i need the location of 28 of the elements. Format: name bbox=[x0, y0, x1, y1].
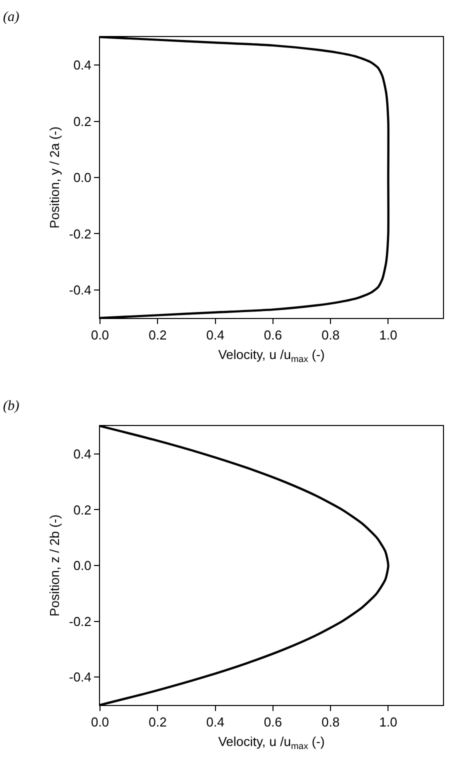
x-axis-title: Velocity, u /u$_{max}$ (-) bbox=[218, 347, 325, 364]
x-tick-label: 0.8 bbox=[322, 714, 340, 730]
x-tick-label: 1.0 bbox=[379, 714, 398, 730]
x-tick-label: 0.6 bbox=[264, 714, 282, 730]
x-tick-label: 0.6 bbox=[264, 328, 282, 343]
x-axis-title: Velocity, u /u$_{max}$ (-) bbox=[218, 734, 325, 751]
y-tick-label: 0.0 bbox=[73, 558, 92, 574]
y-tick-label: 0.2 bbox=[73, 502, 92, 518]
y-tick-label: 0.4 bbox=[73, 446, 92, 462]
y-tick-label: -0.4 bbox=[68, 282, 92, 298]
x-tick-label: 0.0 bbox=[90, 714, 110, 730]
y-tick-label: 0.2 bbox=[73, 114, 92, 129]
y-axis-title: Position, z / 2b (-) bbox=[46, 514, 62, 616]
x-tick-label: 0.2 bbox=[148, 328, 167, 343]
y-tick-label: -0.4 bbox=[68, 670, 92, 685]
y-tick-label: -0.2 bbox=[68, 614, 92, 629]
y-tick-label: -0.2 bbox=[68, 226, 92, 242]
x-tick-label: 0.0 bbox=[90, 328, 110, 343]
y-tick-label: 0.0 bbox=[73, 170, 92, 186]
y-axis-title: Position, y / 2a (-) bbox=[46, 126, 62, 228]
chart-title: (a) bbox=[3, 10, 20, 25]
x-tick-label: 0.8 bbox=[322, 328, 340, 343]
chart-title: (b) bbox=[3, 399, 20, 414]
x-tick-label: 0.4 bbox=[206, 714, 224, 730]
x-tick-label: 1.0 bbox=[379, 328, 398, 343]
y-tick-label: 0.4 bbox=[73, 58, 92, 73]
x-tick-label: 0.4 bbox=[206, 328, 224, 343]
x-tick-label: 0.2 bbox=[148, 714, 167, 730]
